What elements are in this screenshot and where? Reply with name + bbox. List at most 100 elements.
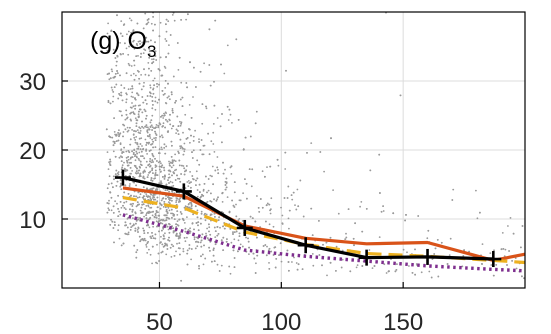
scatter-point [256, 195, 258, 197]
scatter-point [153, 84, 156, 87]
scatter-point [216, 156, 219, 158]
scatter-point [349, 270, 352, 273]
scatter-point [140, 155, 142, 158]
scatter-point [157, 68, 160, 70]
scatter-point [129, 118, 132, 121]
scatter-point [167, 82, 169, 85]
scatter-point [139, 193, 142, 196]
scatter-point [198, 141, 201, 143]
scatter-point [180, 122, 183, 125]
scatter-point [147, 135, 150, 138]
scatter-point [205, 234, 208, 237]
scatter-point [146, 129, 149, 132]
scatter-point [107, 168, 110, 171]
scatter-point [127, 53, 130, 56]
scatter-point [158, 230, 160, 233]
scatter-point [134, 159, 137, 162]
scatter-point [122, 204, 124, 207]
scatter-point [148, 48, 151, 50]
scatter-point [117, 132, 119, 134]
scatter-point [452, 188, 455, 191]
scatter-point [329, 261, 332, 264]
scatter-point [126, 233, 129, 236]
scatter-point [135, 256, 138, 259]
scatter-point [139, 108, 142, 111]
scatter-point [134, 227, 137, 230]
scatter-point [179, 138, 182, 141]
scatter-point [141, 125, 144, 128]
scatter-point [436, 239, 439, 241]
scatter-point [273, 246, 276, 249]
scatter-point [147, 241, 150, 243]
scatter-point [193, 236, 196, 239]
scatter-point [294, 204, 296, 207]
scatter-point [110, 209, 113, 212]
scatter-point [385, 272, 388, 274]
scatter-point [154, 237, 157, 240]
scatter-point [178, 164, 181, 167]
scatter-point [153, 137, 156, 140]
scatter-point [175, 199, 178, 202]
scatter-point [143, 215, 146, 218]
scatter-point [125, 109, 128, 112]
scatter-point [186, 216, 188, 219]
scatter-point [162, 219, 164, 222]
scatter-point [175, 201, 178, 204]
scatter-point [140, 206, 143, 209]
scatter-point [295, 262, 298, 264]
scatter-point [180, 81, 183, 84]
scatter-point [149, 91, 151, 94]
scatter-point [163, 178, 166, 180]
scatter-point [154, 23, 156, 26]
scatter-point [202, 153, 205, 156]
scatter-point [238, 199, 241, 202]
scatter-point [139, 172, 142, 175]
scatter-point [207, 189, 210, 192]
scatter-point [189, 61, 191, 64]
scatter-point [143, 81, 145, 84]
scatter-point [130, 74, 133, 77]
y-tick-label: 10 [19, 207, 46, 234]
scatter-point [142, 229, 145, 232]
scatter-point [154, 108, 157, 111]
scatter-point [149, 253, 152, 256]
scatter-point [112, 205, 115, 208]
scatter-point [109, 164, 112, 167]
scatter-point [216, 234, 219, 237]
scatter-point [171, 181, 174, 184]
scatter-point [122, 242, 125, 245]
scatter-point [161, 125, 164, 128]
scatter-point [113, 86, 116, 88]
scatter-point [130, 161, 133, 164]
scatter-point [160, 235, 162, 238]
scatter-point [229, 166, 232, 169]
scatter-point [198, 163, 201, 166]
scatter-point [114, 73, 117, 75]
scatter-point [150, 70, 153, 72]
scatter-point [178, 159, 181, 162]
scatter-point [396, 263, 398, 265]
scatter-point [492, 274, 495, 277]
scatter-point [208, 230, 210, 233]
scatter-point [164, 126, 167, 129]
scatter-point [156, 243, 158, 246]
scatter-point [141, 155, 144, 158]
scatter-point [129, 203, 132, 206]
scatter-point [209, 84, 212, 87]
scatter-point [340, 266, 343, 269]
scatter-point [169, 180, 172, 183]
scatter-point [237, 219, 240, 222]
scatter-point [132, 217, 134, 220]
scatter-point [318, 220, 320, 222]
scatter-point [210, 192, 212, 195]
scatter-point [178, 242, 181, 245]
scatter-point [192, 178, 195, 181]
scatter-point [155, 220, 158, 223]
scatter-point [164, 67, 167, 69]
scatter-point [150, 206, 153, 209]
scatter-point [130, 19, 133, 22]
scatter-point [170, 140, 173, 143]
scatter-point [154, 96, 157, 99]
scatter-point [165, 216, 168, 219]
scatter-point [140, 212, 143, 215]
